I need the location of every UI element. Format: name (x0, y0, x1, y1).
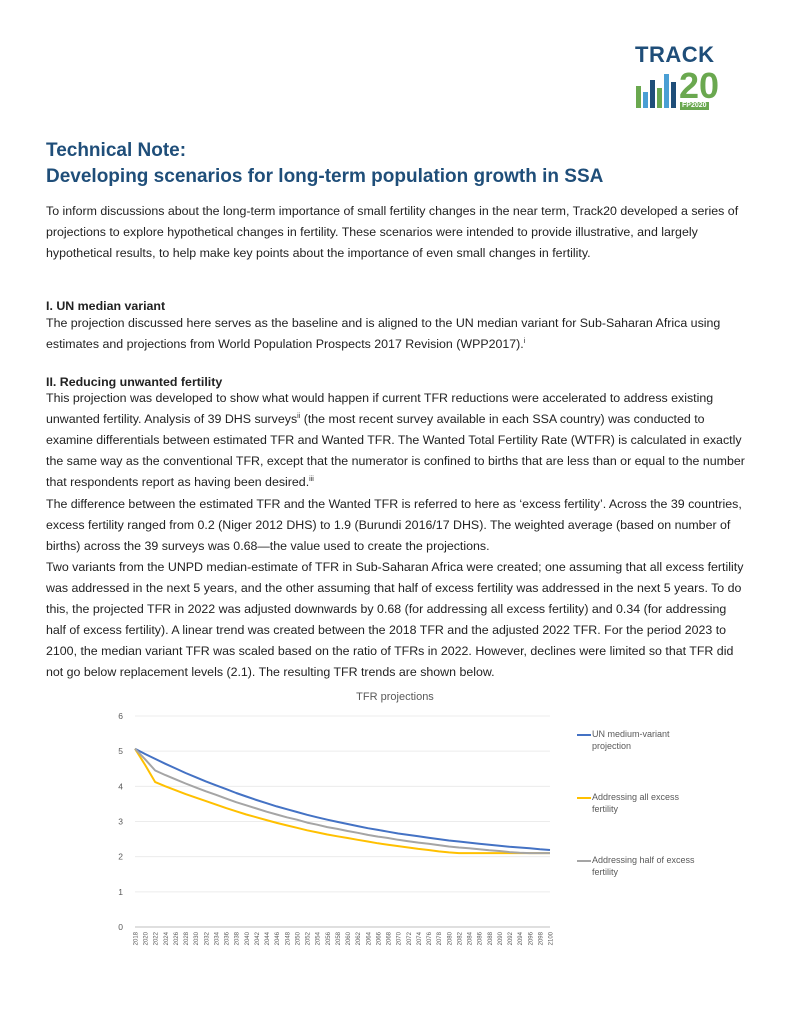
series-line-2 (134, 748, 550, 855)
x-tick-label: 2068 (387, 931, 393, 945)
x-tick-label: 2082 (457, 931, 463, 945)
y-tick-label: 4 (118, 781, 123, 791)
x-tick-label: 2030 (194, 931, 200, 945)
y-tick-label: 1 (118, 887, 123, 897)
x-tick-label: 2020 (144, 931, 150, 945)
x-tick-label: 2066 (376, 931, 382, 945)
logo-fp-tag: FP2020 (680, 102, 709, 110)
x-tick-label: 2026 (174, 931, 180, 945)
title-line-1: Technical Note: (46, 140, 187, 161)
y-tick-label: 2 (118, 852, 123, 862)
chart-title: TFR projections (356, 691, 434, 703)
x-tick-label: 2024 (164, 931, 170, 945)
chart-canvas: TFR projections 0 1 2 3 4 5 6 2018 2020 2022 2024 20… (118, 691, 555, 945)
section-1-text: The projection discussed here serves as … (46, 316, 721, 351)
x-tick-label: 2022 (154, 931, 160, 945)
x-tick-label: 2072 (407, 931, 413, 945)
x-tick-label: 2040 (245, 931, 251, 945)
x-tick-label: 2090 (498, 931, 504, 945)
track20-logo: TRACK 20 FP2020 (633, 44, 745, 110)
x-tick-label: 2060 (346, 931, 352, 945)
x-tick-label: 2046 (275, 931, 281, 945)
legend-label: UN medium-variant projection (592, 729, 670, 751)
x-tick-label: 2092 (508, 931, 514, 945)
endnote-ii[interactable]: ii (297, 412, 301, 420)
x-tick-label: 2070 (397, 931, 403, 945)
x-tick-label: 2086 (478, 931, 484, 945)
section-2-p1-a: This projection was developed to show wh… (46, 391, 714, 426)
x-tick-label: 2084 (468, 931, 474, 945)
section-1-paragraph: The projection discussed here serves as … (46, 313, 746, 355)
x-tick-label: 2058 (336, 931, 342, 945)
x-tick-label: 2078 (437, 931, 443, 945)
y-tick-label: 6 (118, 711, 123, 721)
section-2-paragraph-1: This projection was developed to show wh… (46, 388, 746, 493)
legend-label: Addressing all excess fertility (592, 792, 680, 814)
series-line-1 (134, 747, 551, 851)
section-2-paragraph-3: Two variants from the UNPD median-estima… (46, 560, 744, 679)
x-tick-label: 2054 (316, 931, 322, 945)
x-tick-label: 2028 (184, 931, 190, 945)
logo-bars-icon (636, 70, 678, 108)
legend-label: Addressing half of excess fertility (592, 855, 695, 877)
x-tick-label: 2052 (306, 931, 312, 945)
x-tick-label: 2038 (235, 931, 241, 945)
legend-swatch (577, 860, 591, 862)
endnote-iii[interactable]: iii (309, 475, 314, 483)
x-tick-label: 2050 (295, 931, 301, 945)
y-tick-label: 3 (118, 817, 123, 827)
y-tick-label: 5 (118, 746, 123, 756)
logo-number: 20 (679, 65, 720, 106)
section-2-heading: II. Reducing unwanted fertility (46, 375, 223, 389)
x-tick-label: 2034 (214, 931, 220, 945)
x-tick-label: 2074 (417, 931, 423, 945)
x-tick-label: 2036 (225, 931, 231, 945)
x-tick-label: 2062 (356, 931, 362, 945)
x-tick-label: 2076 (427, 931, 433, 945)
x-tick-label: 2044 (265, 931, 271, 945)
x-tick-label: 2048 (285, 931, 291, 945)
series-line-3 (134, 748, 550, 855)
x-tick-label: 2098 (538, 931, 544, 945)
section-2-paragraph-2: The difference between the estimated TFR… (46, 497, 742, 553)
x-tick-label: 2096 (528, 931, 534, 945)
x-tick-label: 2064 (366, 931, 372, 945)
legend-swatch (577, 797, 591, 799)
logo-wordmark: TRACK (635, 42, 715, 67)
endnote-i[interactable]: i (523, 337, 526, 345)
x-tick-label: 2032 (204, 931, 210, 945)
x-tick-label: 2018 (134, 931, 140, 945)
legend-swatch (577, 734, 591, 736)
x-tick-label: 2056 (326, 931, 332, 945)
intro-paragraph: To inform discussions about the long-ter… (46, 204, 739, 260)
x-tick-label: 2094 (518, 931, 524, 945)
x-tick-label: 2080 (447, 931, 453, 945)
x-tick-label: 2100 (549, 931, 555, 945)
title-line-2: Developing scenarios for long-term popul… (46, 166, 604, 187)
x-tick-label: 2042 (255, 931, 261, 945)
y-tick-label: 0 (118, 922, 123, 932)
x-tick-label: 2088 (488, 931, 494, 945)
tfr-projections-chart: TFR projections 0 1 2 3 4 5 6 2018 2020 2022 2024 20… (110, 684, 730, 959)
section-2-p1-b: (the most recent survey available in eac… (46, 412, 745, 489)
section-1-heading: I. UN median variant (46, 299, 166, 313)
